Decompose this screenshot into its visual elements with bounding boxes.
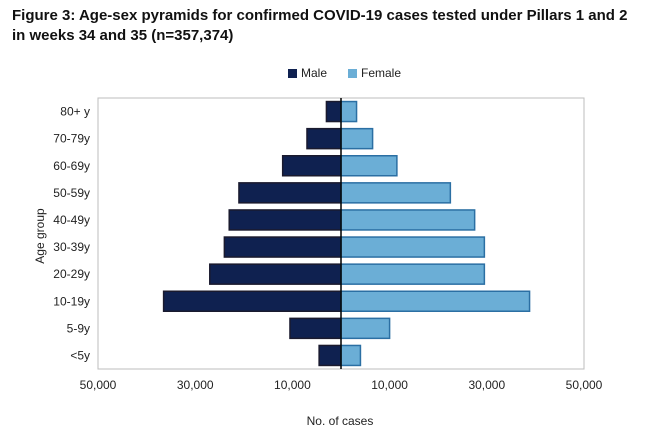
y-tick-label-4: 40-49y bbox=[53, 213, 90, 227]
x-tick-label-3: 10,000 bbox=[371, 378, 408, 392]
y-tick-label-1: 70-79y bbox=[53, 132, 90, 146]
x-tick-label-1: 30,000 bbox=[177, 378, 214, 392]
bar-female-1 bbox=[340, 127, 374, 150]
chart-title: Figure 3: Age-sex pyramids for confirmed… bbox=[12, 7, 628, 44]
bar-male-0 bbox=[325, 100, 342, 123]
bar-female-7 bbox=[340, 290, 531, 312]
x-tick-label-4: 30,000 bbox=[468, 378, 505, 392]
y-tick-label-8: 5-9y bbox=[67, 321, 90, 335]
legend-item-male: Male bbox=[288, 66, 327, 80]
y-tick-label-3: 50-59y bbox=[53, 186, 90, 200]
x-tick-label-5: 50,000 bbox=[566, 378, 603, 392]
bar-male-3 bbox=[238, 182, 342, 204]
bar-male-7 bbox=[162, 290, 342, 312]
legend-swatch-male bbox=[288, 68, 297, 78]
bar-female-8 bbox=[340, 317, 391, 340]
bar-female-2 bbox=[340, 155, 398, 177]
bar-female-4 bbox=[340, 209, 476, 231]
legend: Male Female bbox=[0, 66, 650, 82]
legend-label-female: Female bbox=[361, 66, 402, 80]
bar-female-3 bbox=[340, 182, 452, 204]
bar-male-2 bbox=[281, 155, 342, 177]
bar-female-5 bbox=[340, 236, 486, 258]
bar-male-6 bbox=[209, 263, 342, 285]
bar-male-1 bbox=[306, 127, 342, 150]
bar-male-4 bbox=[228, 209, 342, 231]
y-tick-label-0: 80+ y bbox=[60, 105, 90, 119]
bar-female-6 bbox=[340, 263, 486, 285]
bar-female-0 bbox=[340, 100, 358, 123]
legend-item-female: Female bbox=[348, 66, 401, 80]
x-tick-label-0: 50,000 bbox=[80, 378, 117, 392]
x-tick-label-2: 10,000 bbox=[274, 378, 311, 392]
bar-male-9 bbox=[318, 344, 342, 367]
legend-swatch-female bbox=[348, 68, 357, 78]
bar-female-9 bbox=[340, 344, 362, 367]
x-axis-label: No. of cases bbox=[306, 414, 374, 428]
y-tick-label-5: 30-39y bbox=[53, 240, 90, 254]
y-tick-label-6: 20-29y bbox=[53, 267, 90, 281]
bar-male-8 bbox=[289, 317, 342, 340]
y-tick-label-2: 60-69y bbox=[53, 159, 90, 173]
y-tick-label-9: <5y bbox=[70, 348, 90, 362]
y-tick-label-7: 10-19y bbox=[53, 294, 90, 308]
bar-male-5 bbox=[223, 236, 342, 258]
y-axis-label: Age group bbox=[33, 208, 47, 264]
legend-label-male: Male bbox=[301, 66, 328, 80]
